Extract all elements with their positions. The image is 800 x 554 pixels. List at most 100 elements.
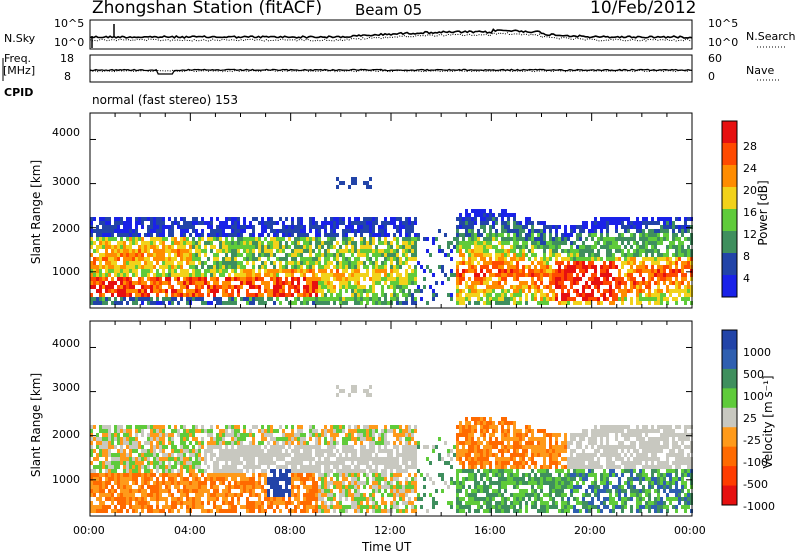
heatmap-cell [117, 265, 120, 269]
heatmap-cell [141, 225, 144, 229]
heatmap-cell [462, 241, 465, 245]
heatmap-cell [231, 265, 234, 269]
heatmap-cell [129, 257, 132, 261]
heatmap-cell [120, 449, 123, 453]
heatmap-cell [150, 217, 153, 221]
heatmap-cell [675, 217, 678, 221]
heatmap-cell [126, 281, 129, 285]
heatmap-cell [246, 453, 249, 457]
heatmap-cell [258, 241, 261, 245]
heatmap-cell [384, 425, 387, 429]
heatmap-cell [297, 265, 300, 269]
heatmap-cell [327, 233, 330, 237]
heatmap-cell [219, 225, 222, 229]
heatmap-cell [381, 477, 384, 481]
heatmap-cell [504, 281, 507, 285]
heatmap-cell [396, 297, 399, 301]
heatmap-cell [360, 501, 363, 505]
heatmap-cell [630, 277, 633, 281]
heatmap-cell [603, 289, 606, 293]
heatmap-cell [357, 493, 360, 497]
heatmap-cell [324, 461, 327, 465]
heatmap-cell [267, 269, 270, 273]
heatmap-cell [591, 237, 594, 241]
heatmap-cell [303, 241, 306, 245]
heatmap-cell [369, 257, 372, 261]
heatmap-cell [171, 453, 174, 457]
heatmap-cell [231, 429, 234, 433]
heatmap-cell [654, 289, 657, 293]
heatmap-cell [381, 433, 384, 437]
heatmap-cell [153, 241, 156, 245]
heatmap-cell [501, 221, 504, 225]
heatmap-cell [612, 297, 615, 301]
heatmap-cell [459, 297, 462, 301]
heatmap-cell [291, 441, 294, 445]
heatmap-cell [129, 437, 132, 441]
heatmap-cell [132, 437, 135, 441]
heatmap-cell [405, 277, 408, 281]
heatmap-cell [390, 493, 393, 497]
heatmap-cell [306, 233, 309, 237]
heatmap-cell [276, 281, 279, 285]
heatmap-cell [369, 237, 372, 241]
heatmap-cell [492, 289, 495, 293]
heatmap-cell [459, 221, 462, 225]
heatmap-cell [567, 261, 570, 265]
heatmap-cell [162, 265, 165, 269]
heatmap-cell [144, 449, 147, 453]
heatmap-cell [462, 217, 465, 221]
heatmap-cell [141, 457, 144, 461]
heatmap-cell [285, 469, 288, 473]
heatmap-cell [483, 237, 486, 241]
heatmap-cell [315, 241, 318, 245]
heatmap-cell [459, 233, 462, 237]
heatmap-cell [288, 233, 291, 237]
heatmap-cell [123, 449, 126, 453]
heatmap-cell [222, 301, 225, 305]
heatmap-cell [363, 461, 366, 465]
heatmap-cell [486, 285, 489, 289]
heatmap-cell [375, 245, 378, 249]
heatmap-cell [351, 493, 354, 497]
heatmap-cell [345, 261, 348, 265]
heatmap-cell [354, 301, 357, 305]
heatmap-cell [183, 225, 186, 229]
heatmap-cell [183, 465, 186, 469]
heatmap-cell [345, 485, 348, 489]
heatmap-cell [120, 293, 123, 297]
heatmap-cell [261, 441, 264, 445]
heatmap-cell [357, 285, 360, 289]
heatmap-cell [375, 221, 378, 225]
heatmap-cell [225, 261, 228, 265]
heatmap-cell [408, 277, 411, 281]
heatmap-cell [153, 217, 156, 221]
freq-top-tick: 18 [60, 52, 74, 65]
heatmap-cell [240, 473, 243, 477]
heatmap-cell [354, 241, 357, 245]
heatmap-cell [267, 505, 270, 509]
heatmap-cell [492, 261, 495, 265]
heatmap-cell [192, 505, 195, 509]
power-ytick-1000: 1000 [52, 265, 80, 278]
heatmap-cell [471, 257, 474, 261]
heatmap-cell [288, 245, 291, 249]
heatmap-cell [663, 233, 666, 237]
heatmap-cell [486, 261, 489, 265]
heatmap-cell [345, 433, 348, 437]
heatmap-cell [138, 237, 141, 241]
heatmap-cell [291, 281, 294, 285]
heatmap-cell [186, 485, 189, 489]
heatmap-cell [105, 237, 108, 241]
heatmap-cell [510, 257, 513, 261]
heatmap-cell [609, 293, 612, 297]
heatmap-cell [513, 289, 516, 293]
heatmap-cell [657, 269, 660, 273]
heatmap-cell [228, 261, 231, 265]
heatmap-cell [486, 289, 489, 293]
heatmap-cell [525, 265, 528, 269]
heatmap-cell [129, 457, 132, 461]
heatmap-cell [156, 273, 159, 277]
heatmap-cell [195, 249, 198, 253]
heatmap-cell [405, 293, 408, 297]
